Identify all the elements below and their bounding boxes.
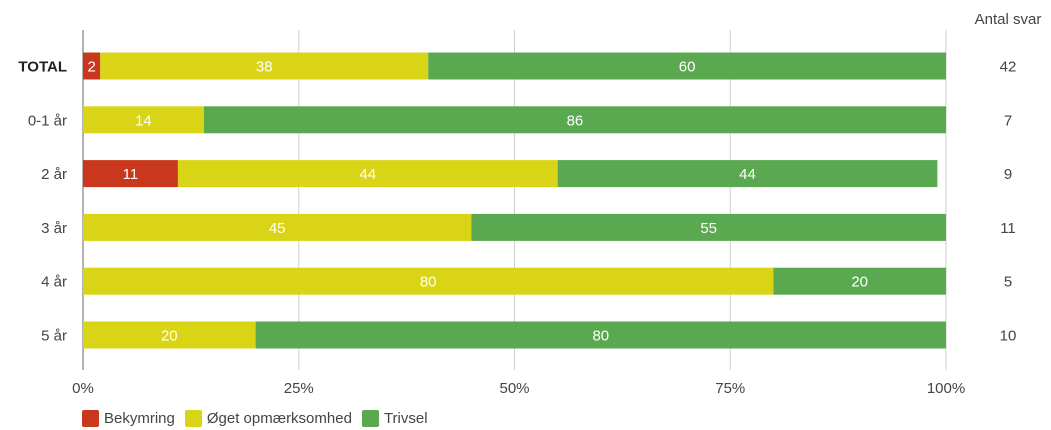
x-tick-label: 0%	[72, 380, 94, 397]
counts-header: Antal svar	[975, 11, 1042, 28]
bar-segment[interactable]	[203, 106, 946, 134]
count-label: 42	[1000, 59, 1017, 76]
data-label: 55	[700, 220, 717, 237]
bar-segment[interactable]	[100, 52, 429, 80]
count-label: 11	[1000, 220, 1016, 237]
x-tick-label: 75%	[715, 380, 745, 397]
data-label: 38	[256, 59, 273, 76]
legend-swatch-trivsel	[361, 410, 379, 427]
stacked-bar-chart: 0% 25% 50% 75% 100% 2 38 60 TOTAL 42 14 86 0-1 år 7 11…	[18, 11, 1042, 398]
legend-label-bekymring: Bekymring	[104, 410, 175, 427]
grid-lines	[82, 30, 947, 370]
category-label: TOTAL	[18, 59, 67, 76]
category-label: 5 år	[41, 328, 67, 345]
count-label: 7	[1004, 112, 1012, 129]
count-label: 9	[1004, 166, 1012, 183]
count-label: 10	[1000, 328, 1017, 345]
legend-swatch-oget-opmaerksomhed	[184, 410, 202, 427]
category-label: 0-1 år	[28, 112, 67, 129]
bar-segment[interactable]	[255, 321, 947, 349]
bar-segment[interactable]	[177, 160, 558, 188]
data-label: 11	[123, 166, 139, 183]
x-tick-label: 25%	[284, 380, 314, 397]
data-label: 86	[567, 112, 584, 129]
x-tick-label: 100%	[927, 380, 965, 397]
legend-item-trivsel[interactable]: Trivsel	[361, 410, 428, 427]
data-label: 44	[359, 166, 376, 183]
data-label: 20	[161, 328, 178, 345]
legend-item-oget-opmaerksomhed[interactable]: Øget opmærksomhed	[184, 410, 352, 427]
data-label: 80	[592, 328, 609, 345]
legend-label-oget-opmaerksomhed: Øget opmærksomhed	[206, 410, 352, 427]
category-label: 2 år	[41, 166, 67, 183]
legend-item-bekymring[interactable]: Bekymring	[82, 410, 175, 427]
bar-segment[interactable]	[471, 213, 946, 241]
legend-label-trivsel: Trivsel	[383, 410, 428, 427]
bar-segment[interactable]	[83, 52, 101, 80]
data-label: 44	[739, 166, 756, 183]
data-label: 45	[269, 220, 286, 237]
x-tick-label: 50%	[499, 380, 529, 397]
data-label: 20	[851, 274, 868, 291]
bar-segment[interactable]	[83, 213, 472, 241]
legend-swatch-bekymring	[82, 410, 99, 427]
category-label: 3 år	[41, 220, 67, 237]
bars	[83, 52, 947, 349]
bar-segment[interactable]	[83, 160, 178, 188]
bar-segment[interactable]	[83, 267, 774, 295]
bar-segment[interactable]	[773, 267, 946, 295]
bar-segment[interactable]	[557, 160, 938, 188]
data-label: 60	[679, 59, 696, 76]
bar-segment[interactable]	[428, 52, 946, 80]
bar-segment[interactable]	[83, 106, 204, 134]
legend: Bekymring Øget opmærksomhed Trivsel	[82, 410, 438, 427]
category-label: 4 år	[41, 274, 67, 291]
data-label: 2	[87, 59, 95, 76]
labels: 0% 25% 50% 75% 100% 2 38 60 TOTAL 42 14 86 0-1 år 7 11…	[18, 59, 1016, 398]
bar-segment[interactable]	[83, 321, 256, 349]
data-label: 80	[420, 274, 437, 291]
data-label: 14	[135, 112, 152, 129]
count-label: 5	[1004, 274, 1012, 291]
